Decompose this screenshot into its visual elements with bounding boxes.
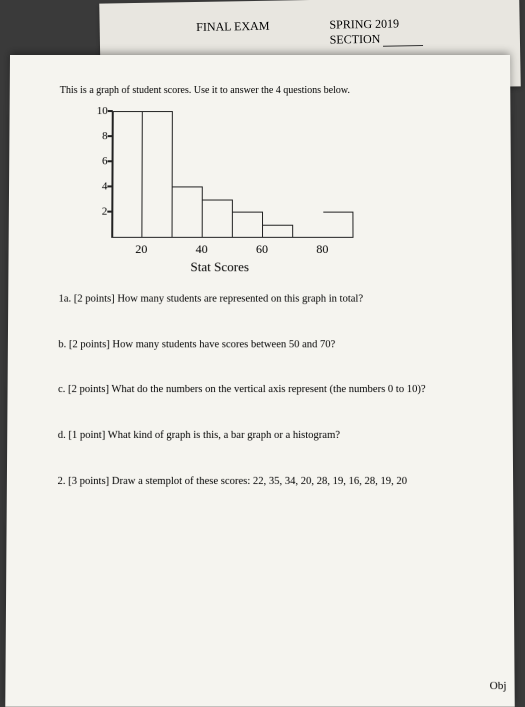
back-left: FINAL EXAM	[196, 19, 270, 50]
histogram-chart: Stat Scores 2 4 6 8 10 20 40 60 80	[79, 106, 361, 277]
histogram-bar	[112, 111, 143, 237]
histogram-bar	[203, 199, 233, 237]
question-1d: d. [1 point] What kind of graph is this,…	[58, 429, 473, 444]
y-axis-label: 6	[87, 155, 107, 167]
histogram-bar	[142, 111, 172, 237]
corner-text: Obj	[490, 680, 507, 692]
back-right-top: SPRING 2019	[329, 16, 399, 31]
y-axis-label: 8	[88, 130, 108, 142]
question-1b: b. [2 points] How many students have sco…	[58, 338, 472, 353]
y-axis-label: 10	[88, 105, 108, 117]
histogram-bar	[233, 212, 263, 237]
x-axis-label: 20	[135, 242, 147, 257]
x-axis-title: Stat Scores	[190, 259, 249, 275]
question-1c: c. [2 points] What do the numbers on the…	[58, 383, 472, 398]
histogram-bar	[323, 212, 353, 237]
x-axis-label: 60	[256, 242, 268, 257]
y-axis-label: 4	[87, 180, 107, 192]
questions-block: 1a. [2 points] How many students are rep…	[57, 292, 472, 489]
back-right-wrap: SPRING 2019 SECTION	[329, 16, 423, 48]
question-1a: 1a. [2 points] How many students are rep…	[59, 292, 472, 307]
question-2: 2. [3 points] Draw a stemplot of these s…	[57, 475, 472, 490]
instruction-text: This is a graph of student scores. Use i…	[60, 85, 470, 96]
plot-area	[111, 111, 353, 238]
section-blank-line	[383, 45, 423, 47]
x-axis-label: 80	[316, 242, 328, 257]
histogram-bar	[173, 186, 203, 236]
x-axis-label: 40	[196, 242, 208, 257]
back-right-bottom: SECTION	[330, 32, 381, 47]
main-paper: This is a graph of student scores. Use i…	[5, 55, 514, 707]
y-axis-label: 2	[87, 206, 107, 218]
histogram-bar	[263, 224, 293, 237]
